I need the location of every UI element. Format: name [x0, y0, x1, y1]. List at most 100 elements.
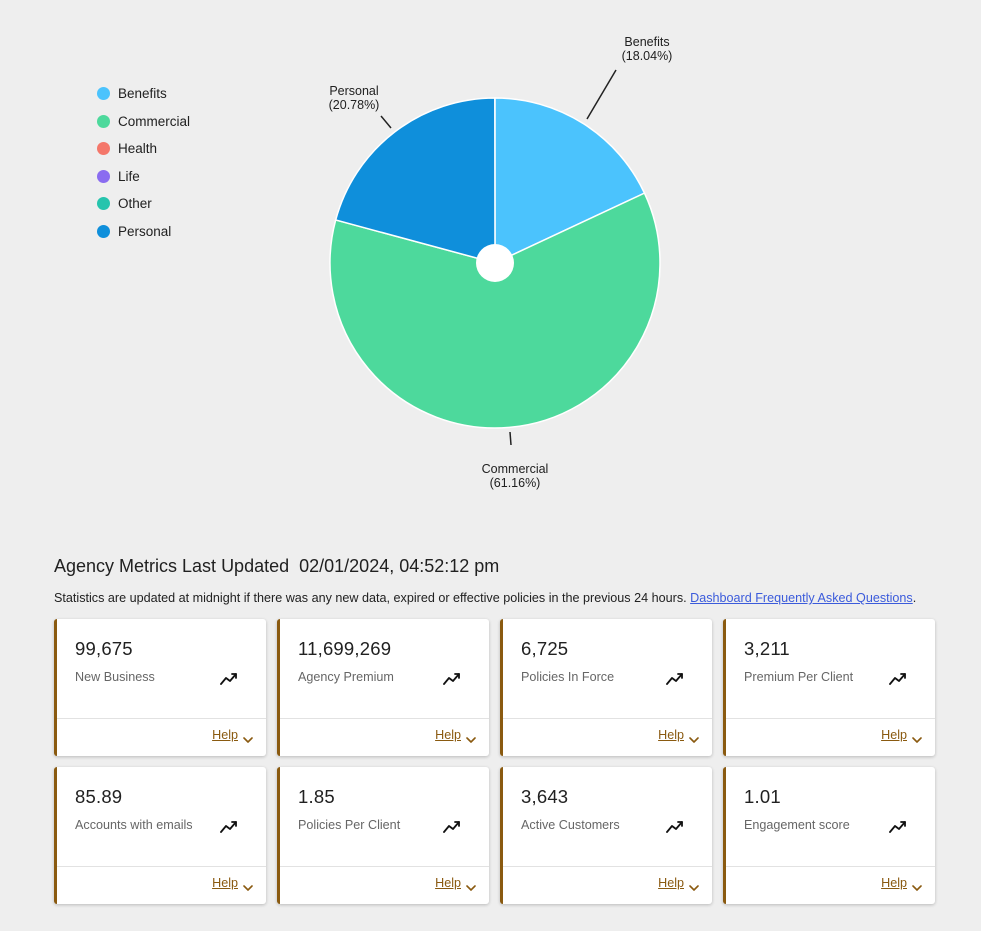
metric-label: Agency Premium	[298, 670, 394, 684]
help-toggle[interactable]: Help	[435, 728, 476, 743]
help-toggle[interactable]: Help	[212, 876, 253, 891]
pie-chart-panel: Benefits (18.04%) Commercial (61.16%) Person…	[97, 35, 673, 490]
legend-item-benefits[interactable]: Benefits	[97, 80, 190, 108]
chevron-down-icon	[689, 731, 699, 743]
metric-card: 85.89 Accounts with emails Help	[54, 767, 266, 904]
metric-value: 3,211	[744, 638, 790, 659]
legend-item-life[interactable]: Life	[97, 163, 190, 191]
card-divider	[57, 718, 266, 719]
pie-leader-line	[509, 431, 512, 446]
metrics-heading: Agency Metrics Last Updated 02/01/2024, 0…	[54, 556, 499, 577]
help-toggle[interactable]: Help	[435, 876, 476, 891]
pie-slice-benefits[interactable]	[494, 97, 646, 265]
legend-swatch	[97, 224, 110, 238]
metrics-note-text: Statistics are updated at midnight if th…	[54, 591, 687, 605]
help-toggle[interactable]: Help	[658, 728, 699, 743]
card-divider	[726, 866, 935, 867]
help-toggle[interactable]: Help	[881, 728, 922, 743]
trending-up-icon[interactable]	[889, 671, 907, 687]
chevron-down-icon	[466, 731, 476, 743]
metric-value: 11,699,269	[298, 638, 392, 659]
help-label: Help	[881, 728, 907, 742]
metric-label: Accounts with emails	[75, 818, 193, 832]
trending-up-icon[interactable]	[443, 671, 461, 687]
metric-card: 99,675 New Business Help	[54, 619, 266, 756]
legend-swatch	[97, 142, 110, 156]
metrics-note-end: .	[912, 591, 917, 605]
legend-label: Other	[118, 196, 152, 212]
legend-label: Benefits	[118, 86, 167, 102]
card-divider	[726, 718, 935, 719]
metric-label: Premium Per Client	[744, 670, 854, 684]
metric-card: 6,725 Policies In Force Help	[500, 619, 712, 756]
chart-legend: Benefits Commercial Health Life Other Persona…	[97, 80, 190, 245]
metric-card: 3,211 Premium Per Client Help	[723, 619, 935, 756]
trending-up-icon[interactable]	[889, 819, 907, 835]
legend-item-other[interactable]: Other	[97, 190, 190, 218]
metrics-note: Statistics are updated at midnight if th…	[54, 591, 916, 605]
help-toggle[interactable]: Help	[658, 876, 699, 891]
help-label: Help	[881, 876, 907, 890]
metric-value: 1.85	[298, 786, 335, 807]
card-divider	[57, 866, 266, 867]
metrics-title: Agency Metrics Last Updated	[54, 556, 290, 576]
help-label: Help	[212, 876, 238, 890]
card-divider	[503, 718, 712, 719]
legend-item-personal[interactable]: Personal	[97, 218, 190, 246]
pie-slice-personal[interactable]	[334, 97, 496, 264]
metric-label: Policies In Force	[521, 670, 615, 684]
legend-swatch	[97, 87, 110, 101]
help-label: Help	[658, 876, 684, 890]
pie-label-percent: (61.16%)	[490, 476, 541, 490]
help-toggle[interactable]: Help	[881, 876, 922, 891]
trending-up-icon[interactable]	[220, 819, 238, 835]
metric-label: Policies Per Client	[298, 818, 401, 832]
trending-up-icon[interactable]	[220, 671, 238, 687]
chevron-down-icon	[243, 731, 253, 743]
metric-value: 99,675	[75, 638, 133, 659]
help-label: Help	[435, 728, 461, 742]
card-divider	[280, 718, 489, 719]
trending-up-icon[interactable]	[443, 819, 461, 835]
chevron-down-icon	[243, 879, 253, 891]
metric-label: New Business	[75, 670, 155, 684]
pie-center-hole	[476, 244, 514, 282]
metric-card: 3,643 Active Customers Help	[500, 767, 712, 904]
help-label: Help	[658, 728, 684, 742]
metric-value: 6,725	[521, 638, 569, 659]
help-toggle[interactable]: Help	[212, 728, 253, 743]
legend-label: Commercial	[118, 113, 191, 129]
legend-label: Life	[118, 168, 140, 184]
metric-card: 1.01 Engagement score Help	[723, 767, 935, 904]
pie-chart: Benefits(18.04%) Commercial(61.16%) Person…	[329, 35, 673, 490]
metric-cards-grid: 99,675 New Business Help 11,699,269 Agency P…	[54, 619, 936, 904]
metric-card: 11,699,269 Agency Premium Help	[277, 619, 489, 756]
trending-up-icon[interactable]	[666, 671, 684, 687]
metric-value: 85.89	[75, 786, 123, 807]
pie-leader-line	[586, 69, 617, 120]
chevron-down-icon	[912, 879, 922, 891]
chevron-down-icon	[912, 731, 922, 743]
pie-label-name: Benefits	[624, 35, 669, 49]
metric-value: 3,643	[521, 786, 569, 807]
metric-card: 1.85 Policies Per Client Help	[277, 767, 489, 904]
help-label: Help	[435, 876, 461, 890]
metrics-timestamp: 02/01/2024, 04:52:12 pm	[299, 556, 500, 576]
card-divider	[280, 866, 489, 867]
legend-item-commercial[interactable]: Commercial	[97, 108, 190, 136]
legend-label: Personal	[118, 223, 172, 239]
legend-item-health[interactable]: Health	[97, 135, 190, 163]
metric-value: 1.01	[744, 786, 781, 807]
trending-up-icon[interactable]	[666, 819, 684, 835]
faq-link[interactable]: Dashboard Frequently Asked Questions	[690, 591, 913, 605]
legend-swatch	[97, 169, 110, 183]
legend-label: Health	[118, 141, 158, 157]
legend-swatch	[97, 114, 110, 128]
pie-label-percent: (20.78%)	[329, 98, 380, 112]
pie-label-name: Personal	[329, 84, 378, 98]
metric-label: Engagement score	[744, 818, 850, 832]
pie-leader-line	[380, 115, 392, 129]
pie-slice-commercial[interactable]	[329, 192, 661, 429]
chevron-down-icon	[689, 879, 699, 891]
help-label: Help	[212, 728, 238, 742]
